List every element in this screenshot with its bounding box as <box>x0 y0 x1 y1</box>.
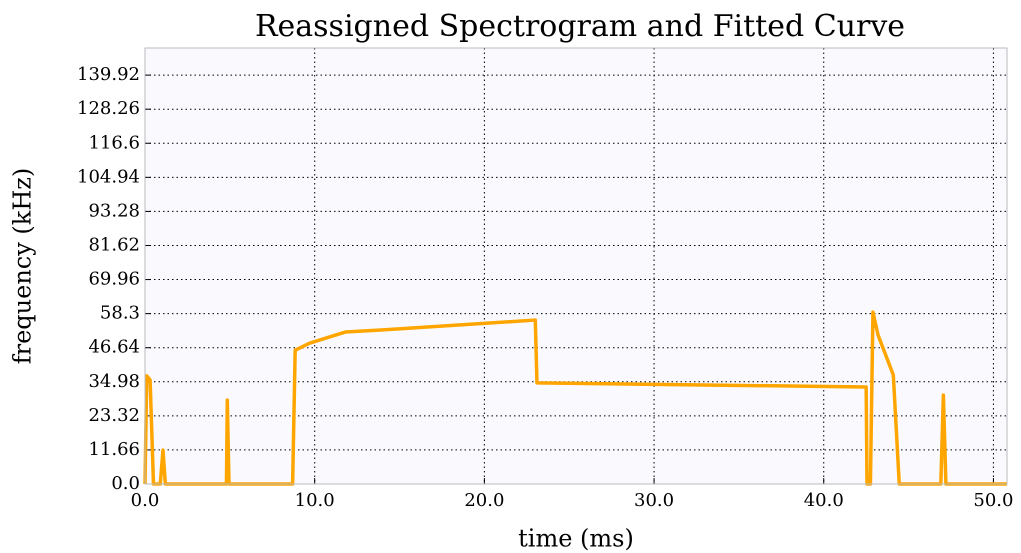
plot-background <box>145 48 1007 484</box>
x-tick-label: 40.0 <box>804 490 844 511</box>
fitted-curve <box>143 310 1007 486</box>
y-tick-label: 11.66 <box>88 439 140 460</box>
x-tick-label: 10.0 <box>295 490 335 511</box>
y-tick-label: 104.94 <box>77 166 140 187</box>
x-axis-label: time (ms) <box>518 525 634 553</box>
y-tick-label: 46.64 <box>88 337 140 358</box>
y-tick-label: 58.3 <box>100 303 140 324</box>
plot-frame <box>144 47 1008 485</box>
y-tick-label: 116.6 <box>88 132 140 153</box>
y-tick-label: 93.28 <box>88 200 140 221</box>
x-tick-label: 50.0 <box>973 490 1013 511</box>
chart-title: Reassigned Spectrogram and Fitted Curve <box>255 9 905 44</box>
x-tick-label: 30.0 <box>634 490 674 511</box>
x-tick-label: 0.0 <box>131 490 160 511</box>
y-tick-label: 69.96 <box>88 269 140 290</box>
y-axis-label: frequency (kHz) <box>9 168 37 365</box>
y-tick-label: 139.92 <box>77 64 140 85</box>
x-tick-label: 20.0 <box>464 490 504 511</box>
y-tick-label: 23.32 <box>88 405 140 426</box>
y-tick-label: 128.26 <box>77 98 140 119</box>
y-tick-label: 81.62 <box>88 234 140 255</box>
y-tick-label: 0.0 <box>111 473 140 494</box>
y-tick-label: 34.98 <box>88 371 140 392</box>
